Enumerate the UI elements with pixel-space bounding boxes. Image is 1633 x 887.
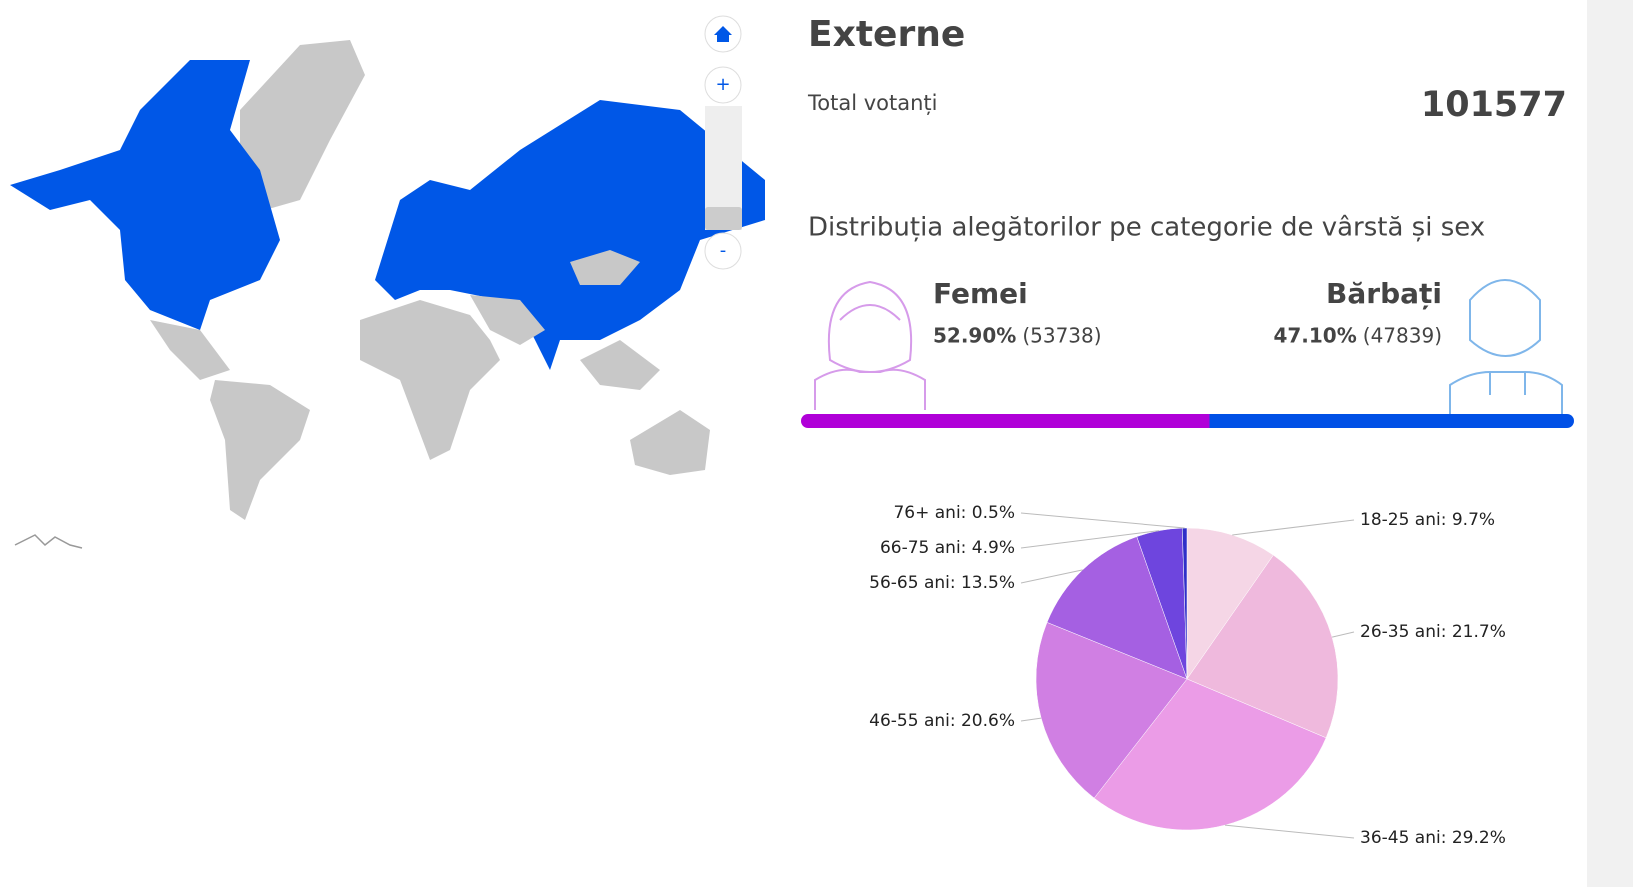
male-percent: 47.10%: [1273, 324, 1356, 348]
zoom-out-bg[interactable]: [704, 232, 742, 270]
pie-label: 66-75 ani: 4.9%: [880, 538, 1015, 558]
bar-cap: [1560, 414, 1574, 428]
leader-line: [1020, 717, 1042, 722]
map-region: [580, 340, 660, 390]
female-count: (53738): [1022, 324, 1101, 348]
pie-label: 46-55 ani: 20.6%: [869, 711, 1015, 731]
leader-line: [1020, 569, 1083, 584]
map-region: [10, 60, 280, 330]
map-region: [470, 295, 545, 345]
zoom-in-label[interactable]: +: [715, 74, 730, 95]
world-map: [10, 40, 765, 549]
map-region: [210, 380, 310, 520]
male-count: (47839): [1363, 324, 1442, 348]
bar-cap: [801, 414, 815, 428]
pie-label: 76+ ani: 0.5%: [893, 503, 1015, 523]
home-icon: [714, 26, 732, 42]
zoom-out-label[interactable]: -: [720, 240, 727, 261]
page-title: Externe: [808, 14, 965, 55]
pie-slice: [1046, 536, 1188, 680]
pie-label: 26-35 ani: 21.7%: [1360, 622, 1506, 642]
pie-slice: [1186, 554, 1339, 739]
map-region: [570, 250, 640, 285]
pie-label: 18-25 ani: 9.7%: [1360, 510, 1495, 530]
map-region: [240, 40, 365, 210]
zoom-in-bg[interactable]: [704, 66, 742, 104]
home-button[interactable]: [704, 15, 742, 53]
pie-slice: [1186, 527, 1274, 680]
pie-label: 36-45 ani: 29.2%: [1360, 828, 1506, 848]
gender-bar: [808, 414, 1210, 428]
leader-line: [1232, 519, 1355, 536]
female-percent: 52.90%: [933, 324, 1016, 348]
map-region: [375, 100, 765, 370]
scrollbar-strip: [1587, 0, 1633, 887]
pie-label: 56-65 ani: 13.5%: [869, 573, 1015, 593]
male-icon: [1449, 279, 1563, 414]
leader-line: [1020, 530, 1160, 549]
map-region: [150, 320, 230, 380]
male-label: Bărbați: [1326, 277, 1442, 310]
zoom-in-button[interactable]: +: [704, 66, 742, 104]
leader-line: [1224, 824, 1355, 839]
zoom-out-button[interactable]: -: [704, 232, 742, 270]
section-title: Distribuția alegătorilor pe categorie de…: [808, 213, 1485, 243]
zoom-handle[interactable]: [705, 207, 742, 230]
pie-slice: [1035, 622, 1188, 799]
map-logo: [14, 534, 83, 549]
female-label: Femei: [933, 277, 1028, 310]
total-value: 101577: [1421, 85, 1567, 125]
leader-line: [1020, 512, 1185, 529]
gender-bar: [1209, 414, 1567, 428]
map-region: [360, 300, 500, 460]
map-region: [630, 410, 710, 475]
total-label: Total votanți: [807, 91, 937, 115]
leader-line: [1331, 631, 1355, 638]
female-icon: [814, 280, 926, 410]
